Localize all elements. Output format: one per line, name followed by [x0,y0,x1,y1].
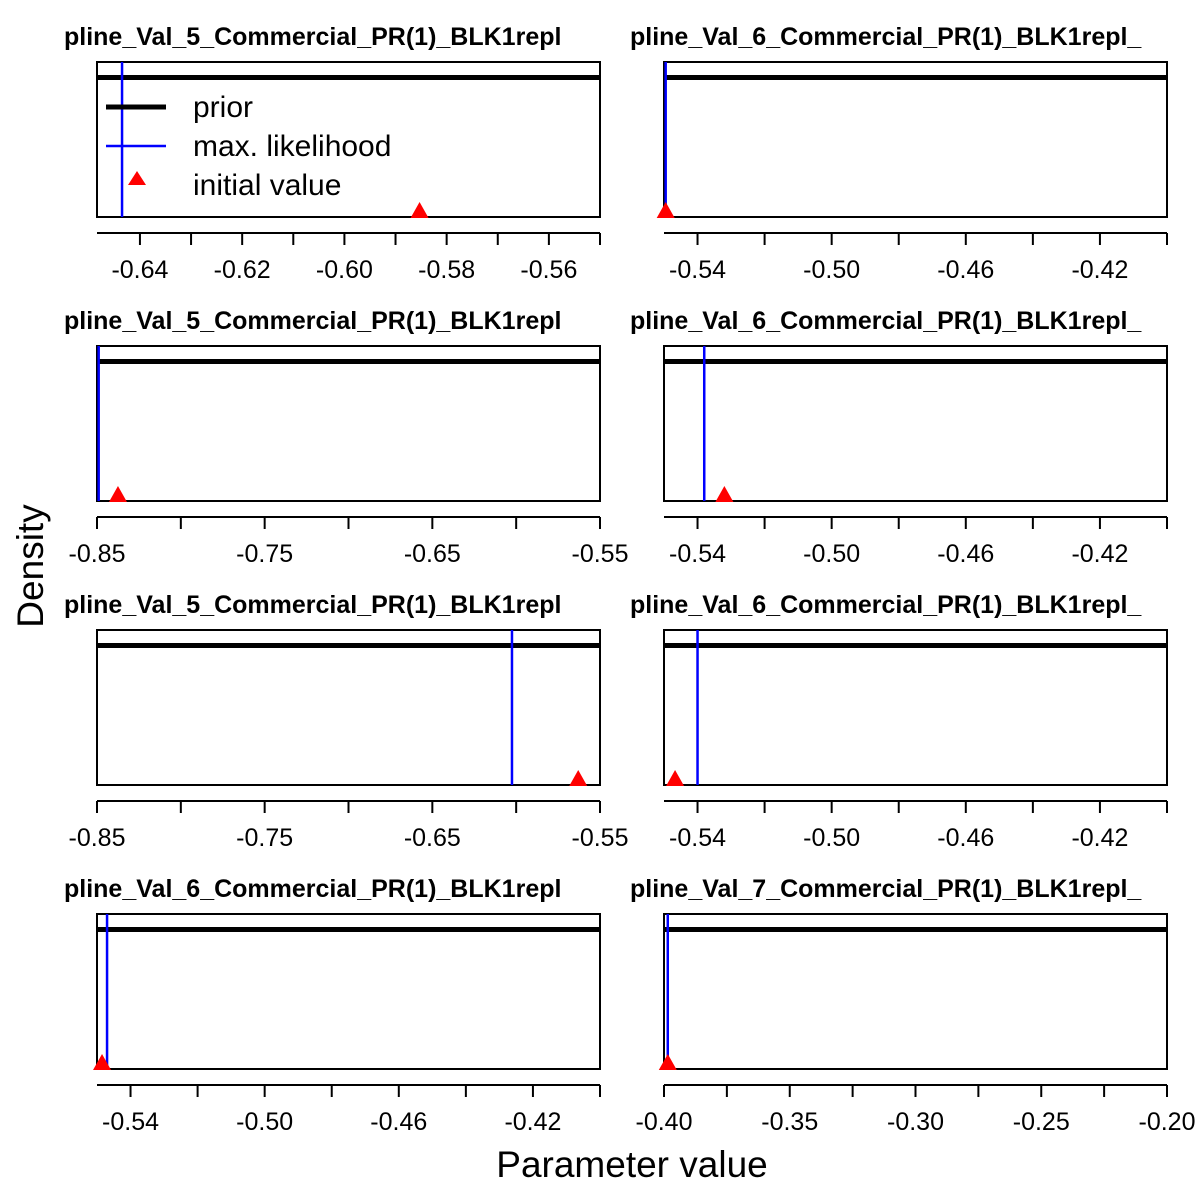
x-tick-label: -0.54 [102,1108,159,1136]
plot-frame [663,61,1168,218]
x-tick-label: -0.20 [1139,1108,1196,1136]
x-tick-label: -0.60 [316,256,373,284]
x-tick-label: -0.42 [1071,824,1128,852]
panel-title: pline_Val_7_Commercial_PR(1)_BLK1repl_ [630,875,1142,903]
panel-title: pline_Val_5_Commercial_PR(1)_BLK1repl [64,307,561,335]
x-tick-label: -0.75 [236,540,293,568]
panel-title: pline_Val_5_Commercial_PR(1)_BLK1repl [64,591,561,619]
initial-value-marker [569,770,588,786]
x-tick-label: -0.46 [937,540,994,568]
x-tick-label: -0.50 [803,824,860,852]
x-tick-label: -0.50 [236,1108,293,1136]
x-tick-label: -0.25 [1013,1108,1070,1136]
panel-3: pline_Val_5_Commercial_PR(1)_BLK1repl -0.… [64,307,628,568]
x-axis-title: Parameter value [496,1144,767,1185]
panel-title: pline_Val_5_Commercial_PR(1)_BLK1repl [64,23,561,51]
legend-label-mle: max. likelihood [193,130,391,163]
legend-label-prior: prior [193,91,253,124]
plot-frame [96,629,601,786]
plot-frame [96,345,601,502]
x-tick-label: -0.46 [937,256,994,284]
initial-value-marker [410,202,429,218]
initial-value-marker [666,770,685,786]
legend-initial-swatch [128,171,146,185]
legend: prior max. likelihood initial value [106,91,391,202]
x-tick-label: -0.35 [761,1108,818,1136]
x-tick-label: -0.42 [504,1108,561,1136]
panel-6: pline_Val_6_Commercial_PR(1)_BLK1repl_ -0… [630,591,1168,852]
panel-7: pline_Val_6_Commercial_PR(1)_BLK1repl -0.… [64,875,601,1136]
y-axis-title: Density [10,504,51,628]
x-tick-label: -0.55 [572,824,629,852]
x-tick-label: -0.54 [669,540,726,568]
panel-title: pline_Val_6_Commercial_PR(1)_BLK1repl_ [630,23,1142,51]
x-tick-label: -0.50 [803,540,860,568]
plot-frame [96,913,601,1070]
panel-title: pline_Val_6_Commercial_PR(1)_BLK1repl_ [630,307,1142,335]
x-tick-label: -0.55 [572,540,629,568]
x-tick-label: -0.46 [937,824,994,852]
initial-value-marker [93,1054,112,1070]
plot-frame [663,345,1168,502]
x-tick-label: -0.40 [636,1108,693,1136]
x-tick-label: -0.65 [404,824,461,852]
panel-5: pline_Val_5_Commercial_PR(1)_BLK1repl -0.… [64,591,628,852]
x-tick-label: -0.54 [669,824,726,852]
x-tick-label: -0.58 [418,256,475,284]
panel-2: pline_Val_6_Commercial_PR(1)_BLK1repl_ -0… [630,23,1168,284]
initial-value-marker [656,202,675,218]
x-tick-label: -0.54 [669,256,726,284]
panel-title: pline_Val_6_Commercial_PR(1)_BLK1repl [64,875,561,903]
x-tick-label: -0.65 [404,540,461,568]
x-tick-label: -0.46 [370,1108,427,1136]
initial-value-marker [715,486,734,502]
plot-frame [663,913,1168,1070]
panel-8: pline_Val_7_Commercial_PR(1)_BLK1repl_ -0… [630,875,1195,1136]
x-tick-label: -0.75 [236,824,293,852]
x-tick-label: -0.62 [214,256,271,284]
plot-frame [96,61,601,218]
x-tick-label: -0.50 [803,256,860,284]
panel-1: pline_Val_5_Commercial_PR(1)_BLK1repl -0.… [64,23,601,284]
panel-4: pline_Val_6_Commercial_PR(1)_BLK1repl_ -0… [630,307,1168,568]
x-tick-label: -0.30 [887,1108,944,1136]
x-tick-label: -0.85 [69,824,126,852]
x-tick-label: -0.85 [69,540,126,568]
legend-label-initial: initial value [193,169,341,202]
x-tick-label: -0.56 [520,256,577,284]
x-tick-label: -0.42 [1071,540,1128,568]
initial-value-marker [108,486,127,502]
x-tick-label: -0.64 [111,256,168,284]
plot-frame [663,629,1168,786]
x-tick-label: -0.42 [1071,256,1128,284]
panel-title: pline_Val_6_Commercial_PR(1)_BLK1repl_ [630,591,1142,619]
initial-value-marker [658,1054,677,1070]
panels: pline_Val_5_Commercial_PR(1)_BLK1repl -0.… [64,23,1195,1136]
